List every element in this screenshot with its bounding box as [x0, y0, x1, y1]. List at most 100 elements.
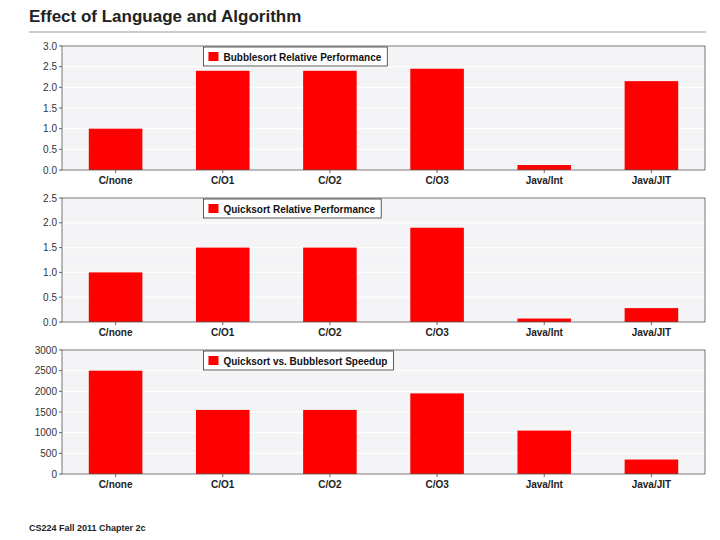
- bar: [625, 308, 679, 322]
- x-tick: [115, 474, 116, 477]
- grid-line: [62, 222, 705, 223]
- bar: [517, 431, 571, 474]
- grid-line: [62, 272, 705, 273]
- bars: [89, 69, 678, 170]
- y-tick-label: 2000: [35, 386, 58, 397]
- x-tick-label: C/O3: [425, 175, 449, 186]
- y-tick-label: 0.0: [43, 317, 57, 328]
- y-tick: [59, 247, 62, 248]
- bar: [625, 460, 679, 474]
- plot-background: [62, 198, 705, 322]
- x-tick-label: C/O3: [425, 327, 449, 338]
- legend-label: Quicksort Relative Performance: [223, 204, 375, 215]
- bar: [517, 319, 571, 322]
- legend-swatch: [208, 52, 218, 61]
- x-tick: [544, 322, 545, 325]
- bar: [410, 228, 464, 322]
- x-tick: [651, 170, 652, 173]
- y-tick-label: 500: [40, 448, 57, 459]
- y-tick: [59, 474, 62, 475]
- x-tick: [115, 170, 116, 173]
- bar: [303, 248, 357, 322]
- bar: [89, 371, 143, 474]
- y-tick: [59, 370, 62, 371]
- y-tick: [59, 108, 62, 109]
- x-tick-label: Java/Int: [526, 175, 564, 186]
- y-tick-label: 0.0: [43, 165, 57, 176]
- y-tick: [59, 432, 62, 433]
- bar: [303, 410, 357, 474]
- y-tick: [59, 149, 62, 150]
- y-tick: [59, 412, 62, 413]
- x-tick: [329, 474, 330, 477]
- plot-background: [62, 350, 705, 474]
- panel: 050010001500200025003000C/noneC/O1C/O2C/…: [35, 345, 705, 491]
- y-tick-label: 3.0: [43, 41, 57, 52]
- y-tick-label: 1.0: [43, 267, 57, 278]
- y-tick-label: 1.0: [43, 123, 57, 134]
- y-tick: [59, 453, 62, 454]
- legend: Quicksort Relative Performance: [203, 199, 381, 218]
- x-tick: [437, 170, 438, 173]
- x-tick: [544, 170, 545, 173]
- grid-line: [62, 149, 705, 150]
- y-tick-label: 2500: [35, 365, 58, 376]
- y-tick: [59, 272, 62, 273]
- bars: [89, 228, 678, 322]
- bar: [196, 248, 250, 322]
- y-tick-label: 2.5: [43, 61, 57, 72]
- y-tick: [59, 391, 62, 392]
- legend-frame: [203, 199, 381, 218]
- x-tick: [437, 322, 438, 325]
- bar: [196, 71, 250, 170]
- title-rule: [29, 32, 706, 33]
- bar: [89, 129, 143, 170]
- y-tick: [59, 87, 62, 88]
- x-tick-label: C/O2: [318, 327, 342, 338]
- y-tick-label: 2.0: [43, 82, 57, 93]
- y-tick-label: 0.5: [43, 292, 57, 303]
- bar: [625, 81, 679, 170]
- legend: Bubblesort Relative Performance: [203, 47, 387, 66]
- legend-swatch: [208, 356, 218, 365]
- legend-frame: [203, 351, 393, 370]
- legend-frame: [203, 47, 387, 66]
- panel: 0.00.51.01.52.02.53.0C/noneC/O1C/O2C/O3J…: [43, 41, 705, 187]
- y-tick: [59, 297, 62, 298]
- footer: CS224 Fall 2011 Chapter 2c: [29, 523, 146, 533]
- y-tick-label: 3000: [35, 345, 58, 356]
- title: Effect of Language and Algorithm: [29, 7, 301, 26]
- bar: [303, 71, 357, 170]
- x-tick-label: C/O2: [318, 175, 342, 186]
- bar: [410, 393, 464, 474]
- y-tick-label: 2.0: [43, 217, 57, 228]
- y-tick-label: 1.5: [43, 103, 57, 114]
- grid-line: [62, 411, 705, 412]
- x-tick-label: C/O1: [211, 175, 235, 186]
- plot-frame: [62, 46, 705, 170]
- plot-frame: [62, 350, 705, 474]
- x-tick-label: Java/Int: [526, 479, 564, 490]
- x-tick-label: Java/JIT: [632, 175, 671, 186]
- x-tick: [544, 474, 545, 477]
- y-tick-label: 1500: [35, 407, 58, 418]
- y-tick: [59, 66, 62, 67]
- grid-line: [62, 107, 705, 108]
- x-tick-label: Java/JIT: [632, 327, 671, 338]
- grid-line: [62, 453, 705, 454]
- bar: [410, 69, 464, 170]
- grid-line: [62, 297, 705, 298]
- y-tick: [59, 128, 62, 129]
- legend-swatch: [208, 204, 218, 213]
- y-tick-label: 1000: [35, 427, 58, 438]
- x-tick: [222, 474, 223, 477]
- y-tick: [59, 170, 62, 171]
- x-tick: [329, 322, 330, 325]
- plot-background: [62, 46, 705, 170]
- x-tick: [651, 474, 652, 477]
- x-tick-label: C/none: [99, 175, 133, 186]
- grid-line: [62, 87, 705, 88]
- x-tick: [651, 322, 652, 325]
- bar: [517, 165, 571, 170]
- x-tick-label: Java/Int: [526, 327, 564, 338]
